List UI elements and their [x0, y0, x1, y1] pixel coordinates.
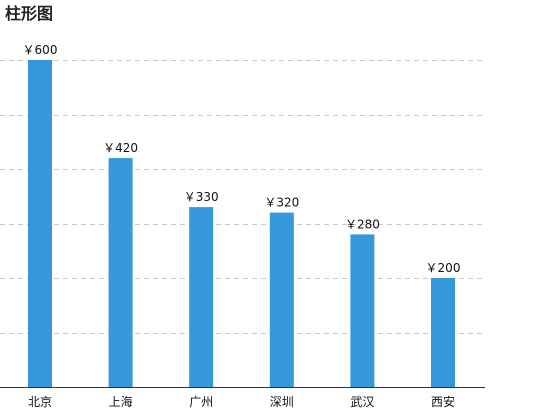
- bar-深圳[interactable]: [269, 212, 294, 387]
- x-tick-label: 深圳: [270, 395, 294, 409]
- bars: [28, 60, 455, 387]
- x-tick-labels: 北京 上海 广州 深圳 武汉 西安: [28, 394, 455, 409]
- data-label: ￥330: [184, 190, 219, 204]
- x-tick-label: 上海: [109, 394, 133, 409]
- bar-上海[interactable]: [108, 158, 133, 387]
- data-label: ￥420: [103, 141, 138, 155]
- data-label: ￥600: [23, 43, 58, 57]
- bar-广州[interactable]: [189, 207, 214, 387]
- bar-武汉[interactable]: [350, 234, 375, 387]
- x-tick-label: 武汉: [350, 395, 374, 409]
- data-label: ￥200: [426, 261, 461, 275]
- data-label: ￥280: [345, 217, 380, 231]
- bar-北京[interactable]: [28, 60, 52, 387]
- chart-title: 柱形图: [5, 4, 54, 23]
- x-tick-label: 北京: [28, 395, 52, 409]
- x-tick-label: 广州: [189, 395, 213, 409]
- x-tick-label: 西安: [431, 394, 455, 409]
- data-labels: ￥600 ￥420 ￥330 ￥320 ￥280 ￥200: [23, 43, 461, 275]
- gridlines: [0, 60, 485, 334]
- data-label: ￥320: [264, 196, 299, 210]
- bar-西安[interactable]: [431, 278, 455, 387]
